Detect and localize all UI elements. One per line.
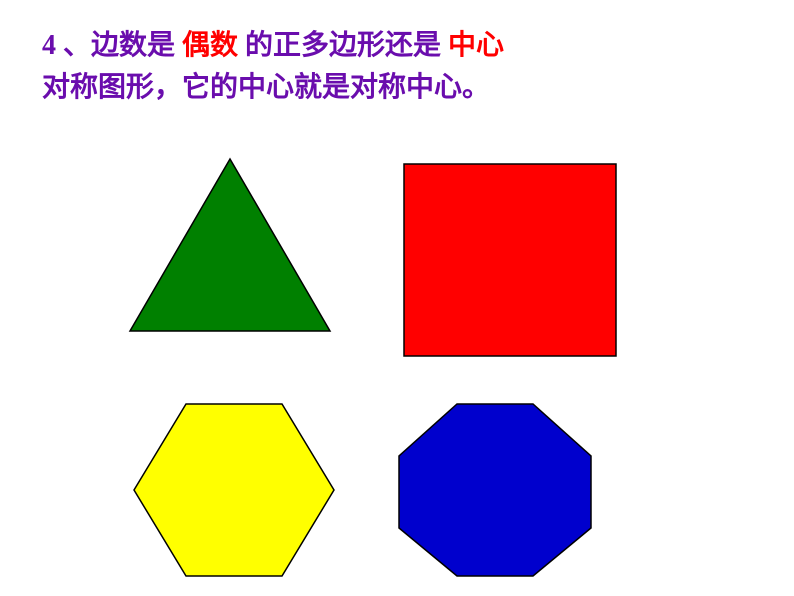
title-seg-e: 对称图形，它的中心就是对称中心。 [42,72,490,103]
square-polygon [404,164,616,356]
title-seg-d: 中心 [448,30,504,61]
hexagon-shape [130,400,338,580]
title-seg-c: 的正多边形还是 [245,30,441,61]
title-seg-a: 、边数是 [63,30,175,61]
title-line-2: 对称图形，它的中心就是对称中心。 [42,67,490,109]
triangle-polygon [130,159,330,331]
octagon-polygon [399,404,591,576]
triangle-shape [122,155,338,335]
title-seg-num: 4 [42,30,56,61]
title-line-1: 4 、边数是 偶数 的正多边形还是 中心 [42,25,504,67]
square-shape [400,160,620,360]
slide-page: 4 、边数是 偶数 的正多边形还是 中心 对称图形，它的中心就是对称中心。 [0,0,794,596]
hexagon-polygon [134,404,334,576]
title-seg-b: 偶数 [182,30,238,61]
octagon-shape [395,400,595,580]
